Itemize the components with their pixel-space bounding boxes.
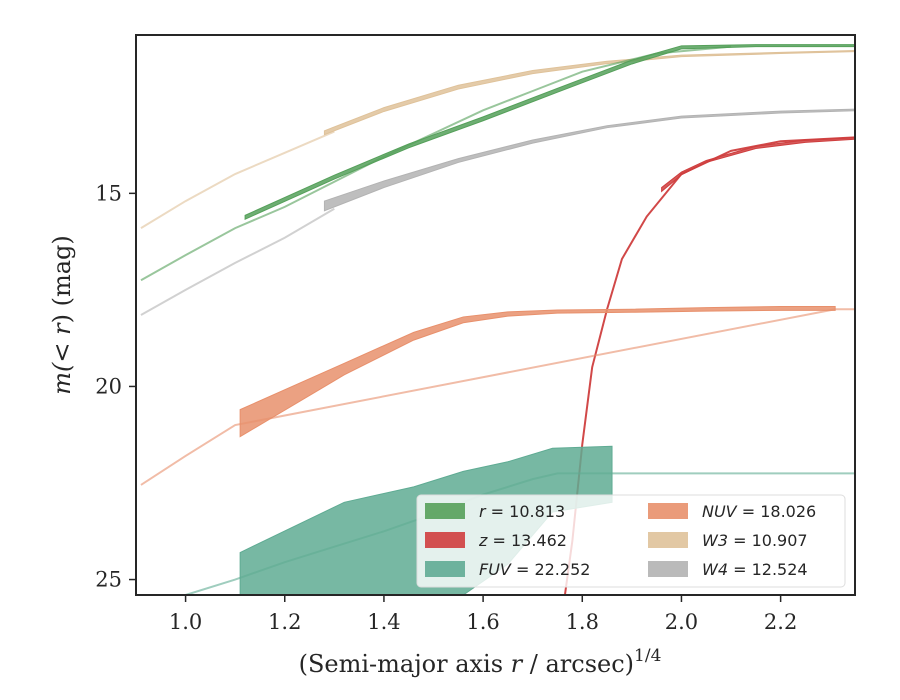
x-tick-label: 2.0 xyxy=(665,610,698,634)
x-tick-label: 1.6 xyxy=(466,610,499,634)
x-axis-label: (Semi-major axis r / arcsec)1/4 xyxy=(299,646,662,678)
x-axis: 1.0 1.2 1.4 1.6 1.8 2.0 2.2 xyxy=(169,595,797,634)
legend-label-W3: W3 = 10.907 xyxy=(702,531,808,550)
series-NUV-band xyxy=(239,306,836,438)
x-tick-label: 1.8 xyxy=(566,610,599,634)
y-tick-label: 15 xyxy=(95,181,122,205)
legend-swatch-W3 xyxy=(648,532,688,548)
series-W3-band xyxy=(323,49,855,136)
legend-swatch-NUV xyxy=(648,503,688,519)
plot-frame xyxy=(135,34,856,596)
x-tick-label: 1.0 xyxy=(169,610,202,634)
series-W3-curve xyxy=(140,130,335,229)
legend-label-FUV: FUV = 22.252 xyxy=(479,560,590,579)
legend-swatch-FUV xyxy=(425,561,465,577)
y-axis: 15 20 25 xyxy=(95,181,136,592)
legend-swatch-W4 xyxy=(648,561,688,577)
y-tick-label: 25 xyxy=(95,568,122,592)
legend-label-z: z = 13.462 xyxy=(478,531,567,550)
series-z-band xyxy=(661,136,855,193)
y-tick-label: 20 xyxy=(95,374,122,398)
x-tick-label: 2.2 xyxy=(764,610,797,634)
legend-label-W4: W4 = 12.524 xyxy=(702,560,808,579)
legend-label-NUV: NUV = 18.026 xyxy=(702,502,816,521)
series-r-band xyxy=(244,44,855,220)
series-NUV-curve xyxy=(140,308,855,486)
x-tick-label: 1.4 xyxy=(367,610,400,634)
legend-box xyxy=(416,494,846,588)
legend-label-r: r = 10.813 xyxy=(479,502,565,521)
legend-swatch-r xyxy=(425,503,465,519)
legend: r = 10.813 NUV = 18.026 z = 13.462 W3 = 10.… xyxy=(416,494,846,588)
legend-swatch-z xyxy=(425,532,465,548)
series-W4-curve xyxy=(140,207,335,316)
x-tick-label: 1.2 xyxy=(268,610,301,634)
series-W4-band xyxy=(323,108,855,212)
y-axis-label: m(< r) (mag) xyxy=(48,235,76,395)
